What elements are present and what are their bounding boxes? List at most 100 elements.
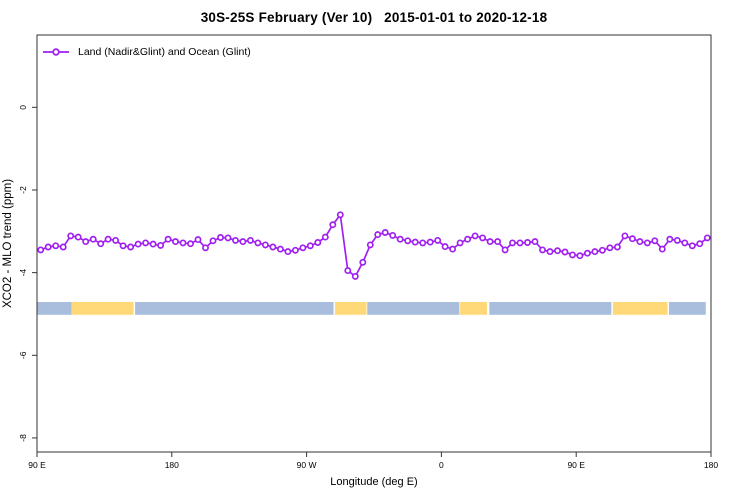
data-point	[569, 251, 576, 259]
data-point	[261, 241, 269, 249]
y-axis-title: XCO2 - MLO trend (ppm)	[2, 179, 14, 308]
legend-label: Land (Nadir&Glint) and Ocean (Glint)	[78, 46, 251, 58]
y-tick-label: 0	[18, 105, 28, 110]
legend-key-icon	[43, 48, 69, 56]
data-point	[583, 249, 591, 257]
data-point	[651, 237, 659, 245]
data-point	[142, 239, 150, 247]
x-axis-title: Longitude (deg E)	[330, 476, 418, 488]
data-point	[404, 237, 412, 245]
data-point	[224, 234, 232, 242]
data-point	[82, 238, 90, 246]
data-point	[336, 211, 344, 219]
data-point	[381, 229, 389, 236]
data-point	[531, 238, 539, 246]
data-point	[284, 248, 292, 256]
x-tick-label: 180	[704, 460, 718, 470]
data-point	[606, 244, 614, 252]
data-point	[621, 232, 629, 240]
data-point	[681, 239, 689, 247]
data-point	[164, 235, 172, 243]
data-point	[127, 243, 135, 251]
legend: Land (Nadir&Glint) and Ocean (Glint)	[43, 46, 251, 58]
data-point	[44, 243, 52, 251]
data-point	[696, 240, 704, 248]
surface-band-segment-land	[71, 301, 134, 315]
data-point	[389, 231, 397, 239]
data-point	[202, 244, 209, 252]
data-point	[172, 238, 179, 246]
y-tick-label: -2	[18, 186, 28, 194]
data-point	[456, 239, 464, 247]
data-point	[67, 232, 75, 240]
data-point	[434, 236, 442, 244]
surface-band-segment-ocean	[135, 301, 334, 315]
data-point	[89, 235, 97, 243]
data-point	[501, 246, 509, 254]
data-point	[217, 234, 224, 241]
data-point	[59, 243, 67, 251]
data-point	[471, 232, 479, 240]
data-point	[276, 245, 284, 253]
data-point	[246, 236, 254, 244]
data-point	[299, 244, 307, 252]
data-point	[613, 243, 621, 251]
x-tick-label: 90 W	[297, 460, 317, 470]
data-point	[306, 242, 314, 250]
surface-band-segment-ocean	[669, 301, 706, 315]
data-point	[441, 243, 449, 251]
data-point	[426, 238, 434, 246]
data-point	[411, 238, 419, 246]
data-point	[112, 236, 120, 244]
data-point	[374, 231, 382, 239]
data-point	[703, 234, 711, 242]
y-tick-label: -4	[18, 269, 28, 277]
data-point	[351, 272, 359, 280]
data-point	[516, 239, 524, 247]
data-point	[97, 240, 105, 248]
data-point	[546, 248, 554, 256]
surface-band-segment-ocean	[37, 301, 72, 315]
data-point	[149, 240, 157, 248]
data-point	[157, 241, 165, 249]
data-point	[239, 238, 247, 246]
data-point	[591, 248, 599, 256]
data-point	[666, 235, 674, 243]
data-point	[673, 236, 681, 244]
data-point	[561, 248, 569, 256]
data-point	[539, 246, 546, 254]
y-tick-label: -8	[18, 434, 28, 442]
data-point	[509, 239, 516, 247]
data-point	[209, 237, 217, 245]
x-tick-label: 0	[439, 460, 444, 470]
x-tick-label: 90 E	[28, 460, 46, 470]
data-point	[554, 247, 561, 255]
surface-band-segment-ocean	[489, 301, 612, 315]
data-point	[179, 239, 187, 247]
data-point	[598, 246, 606, 254]
data-point	[464, 235, 472, 243]
data-point	[479, 234, 487, 242]
data-point	[494, 238, 502, 246]
x-tick-label: 180	[165, 460, 179, 470]
data-point	[366, 241, 374, 249]
data-point	[636, 238, 644, 246]
data-point	[396, 235, 404, 243]
plot-border	[36, 34, 712, 453]
data-point	[37, 246, 45, 254]
data-point	[628, 235, 636, 243]
surface-band-segment-land	[335, 301, 367, 315]
data-point	[134, 240, 142, 248]
data-point	[314, 239, 322, 246]
data-point	[232, 236, 239, 244]
data-point	[119, 242, 127, 250]
data-point	[419, 239, 427, 247]
data-point	[291, 246, 299, 254]
data-point	[524, 239, 531, 246]
data-point	[486, 238, 494, 246]
data-point	[576, 252, 584, 260]
surface-band-segment-land	[460, 301, 488, 315]
data-point	[254, 239, 262, 247]
data-point	[269, 243, 277, 251]
